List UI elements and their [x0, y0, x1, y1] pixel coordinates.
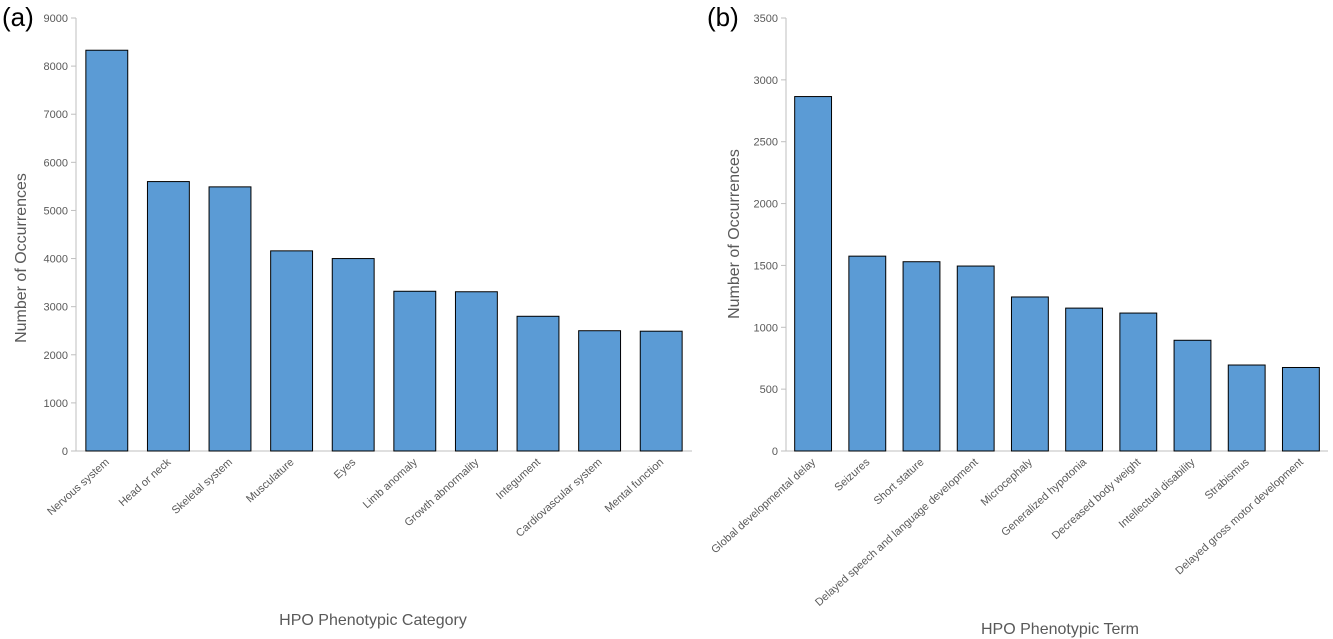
bar	[1010, 296, 1049, 452]
bar	[639, 330, 683, 452]
y-axis-title: Number of Occurrences	[726, 149, 743, 319]
x-tick-label: Nervous system	[45, 456, 112, 518]
y-tick-label: 9000	[44, 13, 68, 25]
x-tick-label: Microcephaly	[979, 456, 1036, 509]
x-tick-label: Head or neck	[117, 456, 174, 509]
y-tick-label: 4000	[44, 254, 68, 266]
y-tick-label: 6000	[44, 157, 68, 169]
x-tick-label: Mental function	[603, 456, 666, 515]
x-axis-title: HPO Phenotypic Term	[981, 621, 1139, 638]
x-tick-label: Skeletal system	[170, 456, 235, 516]
bar	[393, 290, 437, 452]
bar	[1227, 364, 1266, 452]
bar	[454, 291, 498, 452]
bar	[848, 255, 887, 452]
x-tick-label: Decreased body weight	[1050, 456, 1143, 542]
bar	[956, 265, 995, 452]
y-tick-label: 500	[760, 384, 778, 396]
x-tick-label: Global developmental delay	[709, 456, 818, 556]
x-tick-label: Limb anomaly	[361, 456, 420, 511]
y-tick-label: 0	[62, 446, 68, 458]
y-tick-label: 8000	[44, 61, 68, 73]
bar	[794, 96, 833, 452]
panel-label: (a)	[2, 2, 34, 32]
chart-panel-a: (a) 0 1000 2000 3000 4000 5000 6000 7000 8000 9000…	[2, 2, 692, 629]
bar	[1119, 312, 1158, 452]
y-tick-label: 2500	[754, 137, 778, 149]
y-tick-label: 1000	[44, 398, 68, 410]
chart-panel-b: (b) 0 500 1000 1500 2000 2500 3000 3500 Global de…	[707, 2, 1328, 638]
x-tick-label: Integument	[494, 456, 543, 502]
x-tick-label: Musculature	[244, 456, 297, 505]
bar	[1281, 366, 1320, 452]
y-tick-label: 2000	[754, 199, 778, 211]
bar	[1065, 307, 1104, 452]
bar	[270, 250, 314, 452]
bar	[902, 261, 941, 452]
y-tick-label: 1000	[754, 322, 778, 334]
y-tick-label: 3500	[754, 13, 778, 25]
y-tick-label: 1500	[754, 260, 778, 272]
panel-label: (b)	[707, 2, 739, 32]
bar	[208, 186, 252, 452]
x-tick-label: Strabismus	[1203, 456, 1252, 502]
y-tick-label: 0	[772, 446, 778, 458]
bar	[331, 258, 375, 452]
y-tick-label: 5000	[44, 205, 68, 217]
bar	[146, 181, 190, 452]
y-tick-label: 7000	[44, 109, 68, 121]
y-axis-title: Number of Occurrences	[13, 173, 30, 343]
y-tick-label: 2000	[44, 350, 68, 362]
x-tick-label: Seizures	[832, 456, 872, 494]
x-axis-title: HPO Phenotypic Category	[279, 612, 467, 629]
bar	[516, 315, 560, 452]
bar	[578, 330, 622, 452]
x-tick-label: Eyes	[332, 456, 359, 482]
y-tick-label: 3000	[44, 302, 68, 314]
y-tick-label: 3000	[754, 75, 778, 87]
bar	[1173, 339, 1212, 452]
bar	[85, 49, 129, 452]
x-tick-label: Short stature	[872, 456, 927, 507]
